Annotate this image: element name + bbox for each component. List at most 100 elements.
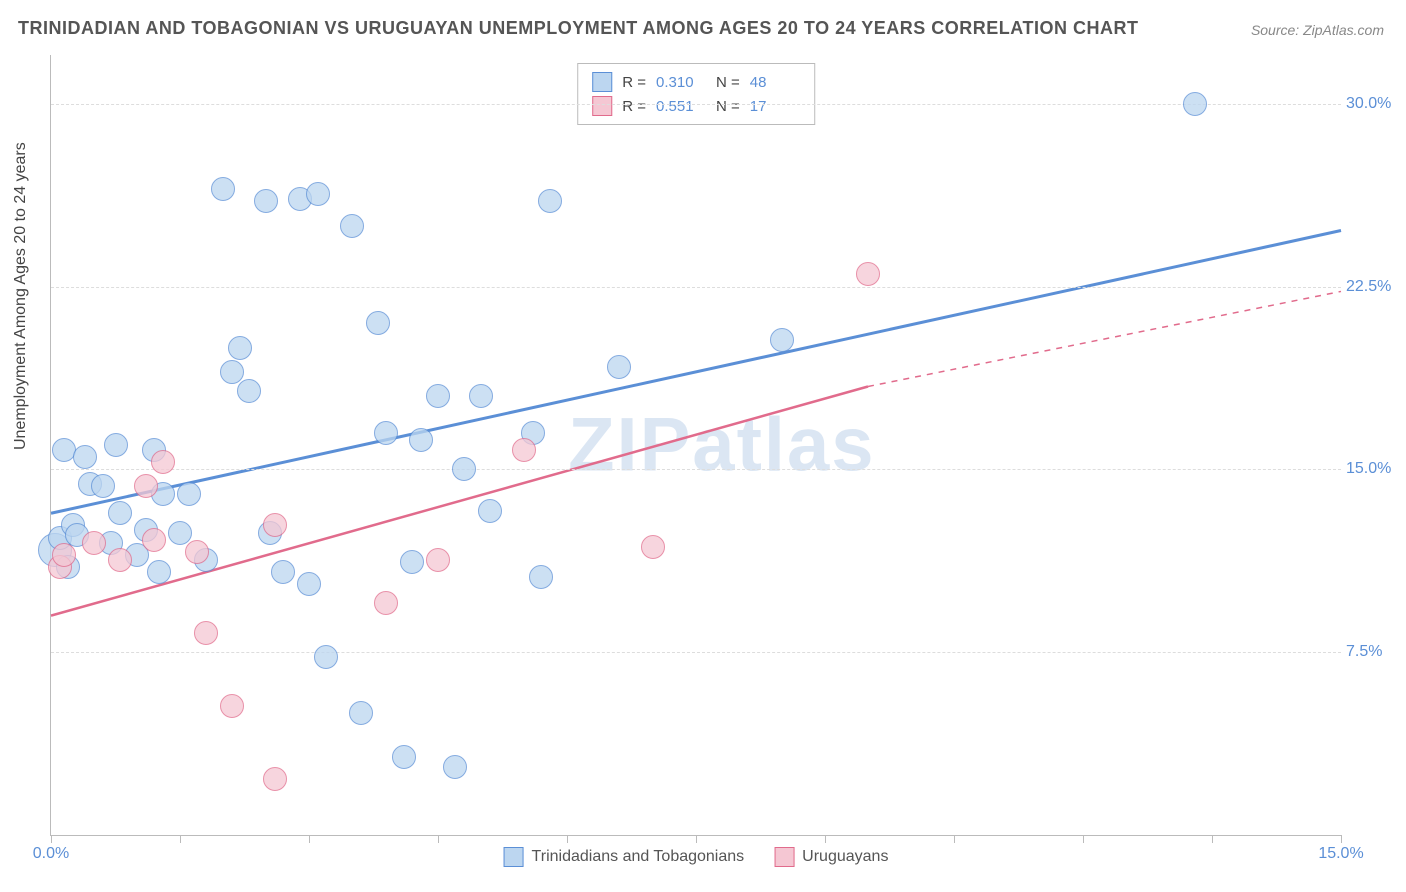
xtick <box>954 835 955 843</box>
data-point <box>340 214 364 238</box>
trend-lines <box>51 55 1341 835</box>
data-point <box>52 438 76 462</box>
data-point <box>1183 92 1207 116</box>
r-label: R = <box>622 98 646 115</box>
xtick <box>1212 835 1213 843</box>
stats-row-series1: R = 0.310 N = 48 <box>592 70 800 94</box>
data-point <box>263 767 287 791</box>
gridline <box>51 287 1341 288</box>
data-point <box>185 540 209 564</box>
xtick-label: 0.0% <box>33 845 69 863</box>
r-label: R = <box>622 74 646 91</box>
data-point <box>134 474 158 498</box>
data-point <box>108 548 132 572</box>
data-point <box>392 745 416 769</box>
data-point <box>220 694 244 718</box>
xtick-label: 15.0% <box>1318 845 1363 863</box>
data-point <box>443 755 467 779</box>
data-point <box>168 521 192 545</box>
data-point <box>228 336 252 360</box>
data-point <box>147 560 171 584</box>
data-point <box>366 311 390 335</box>
data-point <box>52 543 76 567</box>
trend-line <box>51 231 1341 514</box>
xtick <box>696 835 697 843</box>
data-point <box>108 501 132 525</box>
xtick <box>1341 835 1342 843</box>
data-point <box>151 450 175 474</box>
data-point <box>607 355 631 379</box>
xtick <box>1083 835 1084 843</box>
data-point <box>529 565 553 589</box>
gridline <box>51 469 1341 470</box>
xtick <box>51 835 52 843</box>
n-label: N = <box>716 74 740 91</box>
swatch-series2 <box>592 96 612 116</box>
source-label: Source: ZipAtlas.com <box>1251 22 1384 38</box>
n-value-series2: 17 <box>750 98 800 115</box>
data-point <box>271 560 295 584</box>
ytick-label: 7.5% <box>1346 643 1401 661</box>
n-value-series1: 48 <box>750 74 800 91</box>
bottom-legend: Trinidadians and Tobagonians Uruguayans <box>504 847 889 867</box>
data-point <box>856 262 880 286</box>
data-point <box>512 438 536 462</box>
data-point <box>426 384 450 408</box>
gridline <box>51 104 1341 105</box>
data-point <box>254 189 278 213</box>
gridline <box>51 652 1341 653</box>
legend-item-series1: Trinidadians and Tobagonians <box>504 847 745 867</box>
legend-item-series2: Uruguayans <box>774 847 888 867</box>
data-point <box>409 428 433 452</box>
xtick <box>825 835 826 843</box>
n-label: N = <box>716 98 740 115</box>
ytick-label: 15.0% <box>1346 460 1401 478</box>
ytick-label: 22.5% <box>1346 278 1401 296</box>
trend-line-dashed <box>868 291 1341 386</box>
data-point <box>469 384 493 408</box>
data-point <box>426 548 450 572</box>
data-point <box>374 421 398 445</box>
swatch-series2 <box>774 847 794 867</box>
xtick <box>567 835 568 843</box>
stats-row-series2: R = 0.551 N = 17 <box>592 94 800 118</box>
data-point <box>314 645 338 669</box>
legend-label-series2: Uruguayans <box>802 848 888 866</box>
watermark: ZIPatlas <box>568 402 875 489</box>
data-point <box>237 379 261 403</box>
data-point <box>538 189 562 213</box>
plot-area: ZIPatlas R = 0.310 N = 48 R = 0.551 N = … <box>50 55 1341 836</box>
r-value-series1: 0.310 <box>656 74 706 91</box>
data-point <box>478 499 502 523</box>
r-value-series2: 0.551 <box>656 98 706 115</box>
legend-label-series1: Trinidadians and Tobagonians <box>532 848 745 866</box>
stats-legend: R = 0.310 N = 48 R = 0.551 N = 17 <box>577 63 815 125</box>
xtick <box>438 835 439 843</box>
data-point <box>297 572 321 596</box>
data-point <box>73 445 97 469</box>
data-point <box>263 513 287 537</box>
data-point <box>211 177 235 201</box>
data-point <box>104 433 128 457</box>
chart-title: TRINIDADIAN AND TOBAGONIAN VS URUGUAYAN … <box>18 18 1138 39</box>
data-point <box>220 360 244 384</box>
data-point <box>91 474 115 498</box>
data-point <box>194 621 218 645</box>
data-point <box>374 591 398 615</box>
data-point <box>770 328 794 352</box>
chart-container: TRINIDADIAN AND TOBAGONIAN VS URUGUAYAN … <box>0 0 1406 892</box>
data-point <box>82 531 106 555</box>
data-point <box>177 482 201 506</box>
data-point <box>142 528 166 552</box>
data-point <box>452 457 476 481</box>
xtick <box>180 835 181 843</box>
swatch-series1 <box>592 72 612 92</box>
data-point <box>306 182 330 206</box>
y-axis-label: Unemployment Among Ages 20 to 24 years <box>12 142 30 450</box>
data-point <box>400 550 424 574</box>
data-point <box>349 701 373 725</box>
trend-line <box>51 387 868 616</box>
data-point <box>641 535 665 559</box>
swatch-series1 <box>504 847 524 867</box>
xtick <box>309 835 310 843</box>
